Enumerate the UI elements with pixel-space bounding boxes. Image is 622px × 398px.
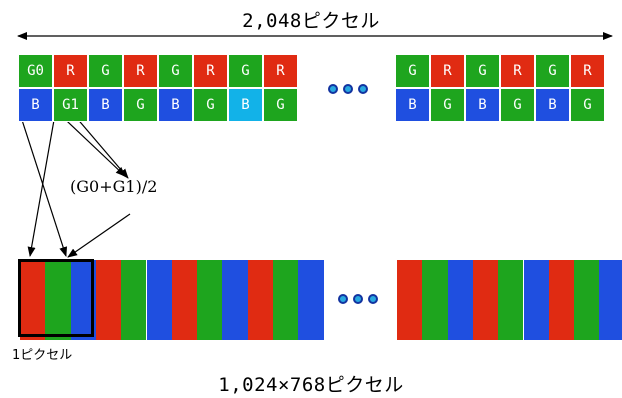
one-pixel-label: 1ピクセル bbox=[12, 348, 73, 363]
sensor-cell: B bbox=[228, 88, 263, 122]
output-stripe bbox=[146, 260, 172, 340]
sensor-cell: G1 bbox=[53, 88, 88, 122]
average-formula: (G0+G1)/2 bbox=[70, 177, 158, 196]
ellipsis-dot bbox=[343, 84, 353, 94]
output-stripe bbox=[298, 260, 324, 340]
sensor-cell: B bbox=[465, 88, 500, 122]
output-stripe bbox=[498, 260, 524, 340]
sensor-cell: G bbox=[193, 88, 228, 122]
sensor-cell: R bbox=[123, 54, 158, 88]
output-stripe bbox=[447, 260, 473, 340]
sensor-cell: G bbox=[570, 88, 605, 122]
ellipsis-dot bbox=[328, 84, 338, 94]
output-stripe bbox=[574, 260, 600, 340]
sensor-cell: G bbox=[535, 54, 570, 88]
ellipsis-dot bbox=[358, 84, 368, 94]
sensor-cell: R bbox=[53, 54, 88, 88]
ellipsis-dot bbox=[338, 294, 348, 304]
output-stripe bbox=[599, 260, 622, 340]
output-stripe bbox=[422, 260, 448, 340]
output-resolution-label: 1,024×768ピクセル bbox=[218, 374, 404, 396]
output-stripe bbox=[273, 260, 299, 340]
one-pixel-box bbox=[18, 259, 94, 337]
sensor-cell: G bbox=[123, 88, 158, 122]
sensor-cell: G bbox=[500, 88, 535, 122]
sensor-width-label: 2,048ピクセル bbox=[242, 10, 380, 32]
output-stripe bbox=[197, 260, 223, 340]
sensor-cell: R bbox=[570, 54, 605, 88]
g1-arrow bbox=[74, 115, 129, 179]
output-stripe bbox=[171, 260, 198, 340]
b-arrow bbox=[21, 119, 68, 257]
ellipsis-dot bbox=[353, 294, 363, 304]
sensor-cell: R bbox=[263, 54, 298, 88]
avg-arrow bbox=[67, 213, 131, 258]
sensor-cell: G bbox=[465, 54, 500, 88]
sensor-cell: B bbox=[88, 88, 123, 122]
sensor-cell: R bbox=[193, 54, 228, 88]
output-stripe bbox=[95, 260, 122, 340]
output-stripe bbox=[121, 260, 147, 340]
sensor-cell: R bbox=[500, 54, 535, 88]
sensor-cell: G bbox=[430, 88, 465, 122]
output-stripe bbox=[247, 260, 273, 340]
sensor-cell: G bbox=[263, 88, 298, 122]
sensor-cell: B bbox=[158, 88, 193, 122]
sensor-cell: B bbox=[395, 88, 430, 122]
output-stripe bbox=[20, 260, 46, 340]
sensor-cell: G bbox=[395, 54, 430, 88]
output-stripe bbox=[397, 260, 423, 340]
sensor-cell: R bbox=[430, 54, 465, 88]
sensor-cell: G0 bbox=[18, 54, 53, 88]
sensor-cell: G bbox=[158, 54, 193, 88]
sensor-cell: B bbox=[535, 88, 570, 122]
sensor-cell: B bbox=[18, 88, 53, 122]
output-stripe bbox=[45, 260, 71, 340]
output-stripe bbox=[548, 260, 575, 340]
output-stripe bbox=[222, 260, 248, 340]
output-stripe bbox=[472, 260, 499, 340]
sensor-cell: G bbox=[88, 54, 123, 88]
output-stripe bbox=[523, 260, 549, 340]
ellipsis-dot bbox=[368, 294, 378, 304]
sensor-cell: G bbox=[228, 54, 263, 88]
